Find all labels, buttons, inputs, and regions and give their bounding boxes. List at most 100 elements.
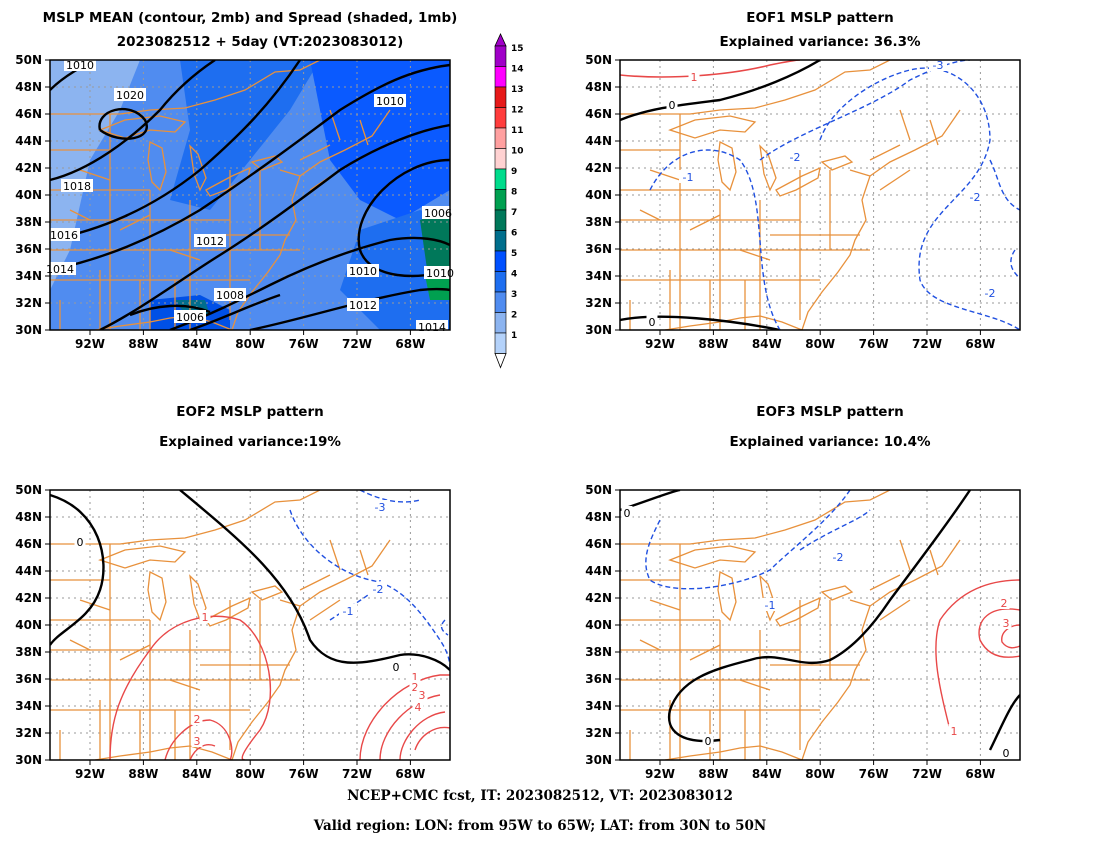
contour-line (399, 711, 446, 760)
lat-tick-label: 38N (15, 645, 42, 659)
contour-line (988, 694, 1020, 751)
contour-label: 1010 (349, 265, 377, 278)
lat-tick-label: 30N (15, 753, 42, 767)
lat-tick-label: 32N (585, 296, 612, 310)
colorbar-swatch (494, 45, 507, 67)
contour-label-bg (688, 70, 700, 83)
lon-tick-label: 92W (75, 337, 105, 351)
lat-tick-label: 44N (585, 134, 612, 148)
contour-line (98, 107, 148, 140)
contour-label-bg (64, 58, 96, 71)
contour-label: 0 (669, 99, 676, 112)
lon-tick-label: 68W (395, 337, 425, 351)
contour-line (414, 726, 450, 751)
lon-tick-label: 92W (75, 767, 105, 781)
lat-tick-label: 46N (585, 107, 612, 121)
contour-label-bg (174, 310, 206, 323)
lon-tick-label: 72W (342, 767, 372, 781)
colorbar-label: 13 (511, 85, 524, 95)
lat-tick-label: 30N (585, 323, 612, 337)
lon-tick-label: 80W (235, 767, 265, 781)
contour-line (667, 490, 971, 743)
lat-tick-label: 48N (15, 80, 42, 94)
contour-line (649, 149, 781, 330)
colorbar-swatch (494, 86, 507, 108)
contour-label: 4 (415, 701, 422, 714)
contour-label: 0 (77, 536, 84, 549)
colorbar-swatch (494, 107, 507, 129)
lat-tick-label: 44N (15, 564, 42, 578)
contour-label-bg (114, 88, 146, 101)
contour-label: 0 (624, 507, 631, 520)
lon-tick-label: 76W (859, 337, 889, 351)
contour-line (379, 694, 441, 760)
lat-tick-label: 46N (15, 107, 42, 121)
contour-label: 1010 (426, 267, 454, 280)
footer-valid-region: Valid region: LON: from 95W to 65W; LAT:… (313, 818, 767, 834)
contour-label: 1008 (216, 289, 244, 302)
contour-label-bg (948, 724, 960, 737)
lat-tick-label: 46N (15, 537, 42, 551)
lon-tick-label: 80W (805, 337, 835, 351)
lon-tick-label: 88W (698, 767, 728, 781)
lon-tick-label: 72W (912, 337, 942, 351)
contour-line (50, 60, 216, 182)
contour-label: 1016 (50, 229, 78, 242)
lon-tick-label: 72W (342, 337, 372, 351)
contour-labels: 0 -2 -1 0 2 3 1 0 (621, 506, 1012, 760)
eof3-title: EOF3 MSLP pattern (756, 404, 904, 420)
eof3-map: 0 -2 -1 0 2 3 1 0 50N 48N 46N 44N 42N 40N 38N 36N 34N 32N… (585, 483, 1021, 781)
contour-line (109, 615, 272, 760)
contour-line (645, 490, 851, 590)
contour-label: 1020 (116, 89, 144, 102)
lat-tick-label: 50N (15, 483, 42, 497)
lon-tick-label: 84W (752, 337, 782, 351)
lat-tick-label: 34N (585, 699, 612, 713)
axis-labels: 50N 48N 46N 44N 42N 40N 38N 36N 34N 32N 30N 92W 88W 8… (585, 483, 995, 781)
contour-line (935, 579, 1020, 731)
contour-label: -1 (765, 599, 776, 612)
lat-tick-label: 40N (585, 618, 612, 632)
contour-label-bg (48, 228, 80, 241)
colorbar-top-arrow (494, 33, 507, 47)
contour-label: 3 (1003, 617, 1010, 630)
colorbar-label: 8 (511, 188, 517, 198)
colorbar-swatch (494, 168, 507, 190)
contour-label-bg (1000, 616, 1012, 629)
contour-label: 1010 (376, 95, 404, 108)
contour-label-bg (829, 550, 847, 563)
colorbar-swatch (494, 127, 507, 149)
contour-line (249, 287, 450, 330)
lat-tick-label: 30N (15, 323, 42, 337)
contour-line (440, 619, 449, 636)
colorbar-swatch (494, 332, 507, 354)
contour-label-bg (409, 670, 421, 683)
contour-label-bg (998, 596, 1010, 609)
contour-label: -2 (970, 191, 981, 204)
contour-label: -1 (343, 605, 354, 618)
lon-tick-label: 68W (965, 767, 995, 781)
spread-colorbar: 15 14 13 12 11 10 9 8 7 6 5 4 3 2 1 (494, 33, 524, 369)
contour-label: 2 (412, 681, 419, 694)
eof2-variance: Explained variance:19% (159, 434, 341, 450)
contour-label-bg (74, 535, 86, 548)
contour-label: -2 (833, 551, 844, 564)
contour-label: 2 (1001, 597, 1008, 610)
contour-line (1001, 624, 1020, 649)
lat-tick-label: 40N (15, 188, 42, 202)
contour-label: 1014 (46, 263, 74, 276)
lat-tick-label: 36N (15, 242, 42, 256)
contour-label: 1014 (418, 321, 446, 334)
contour-label-bg (369, 582, 387, 595)
contour-label: 1 (951, 725, 958, 738)
contour-line (620, 60, 821, 122)
contour-label-bg (981, 286, 999, 299)
contour-label: 1010 (66, 59, 94, 72)
contour-label-bg (61, 179, 93, 192)
map-frame (49, 59, 451, 331)
lon-tick-label: 88W (698, 337, 728, 351)
colorbar-swatch (494, 148, 507, 170)
colorbar-swatch (494, 291, 507, 313)
contour-label-bg (44, 262, 76, 275)
contour-label: 1 (691, 71, 698, 84)
